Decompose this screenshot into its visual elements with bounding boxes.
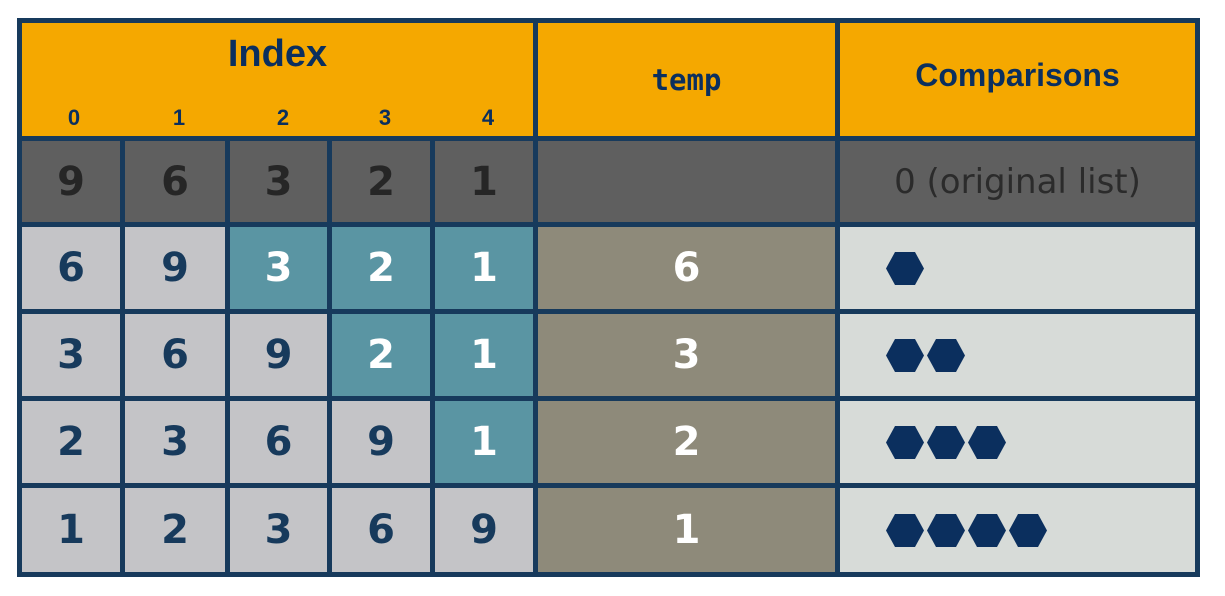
row-4-value-0: 1	[22, 488, 120, 572]
row-1-value-4: 1	[435, 227, 533, 309]
row-3-value-3: 9	[332, 401, 430, 483]
hexagon-icon	[927, 425, 965, 459]
hexagon-icon	[886, 338, 924, 372]
row-2-value-4: 1	[435, 314, 533, 396]
row-3-value-0: 2	[22, 401, 120, 483]
row-3-temp: 2	[538, 401, 835, 483]
row-4-value-3: 6	[332, 488, 430, 572]
index-label-1: 1	[172, 105, 186, 130]
row-1-value-0: 6	[22, 227, 120, 309]
row-1-value-3: 2	[332, 227, 430, 309]
hexagon-icon	[886, 425, 924, 459]
hexagon-icon	[886, 513, 924, 547]
original-value-3: 2	[332, 141, 430, 222]
row-1-value-1: 9	[125, 227, 225, 309]
index-label-2: 2	[276, 105, 290, 130]
original-value-2: 3	[230, 141, 327, 222]
original-value-1: 6	[125, 141, 225, 222]
hexagon-icon	[886, 251, 924, 285]
row-4-temp: 1	[538, 488, 835, 572]
row-2-value-0: 3	[22, 314, 120, 396]
row-3-value-1: 3	[125, 401, 225, 483]
temp-header: temp	[538, 23, 835, 136]
original-temp-cell	[538, 141, 835, 222]
row-2-temp: 3	[538, 314, 835, 396]
row-4-value-2: 3	[230, 488, 327, 572]
original-value-4: 1	[435, 141, 533, 222]
original-value-0: 9	[22, 141, 120, 222]
row-3-comparisons	[840, 401, 1195, 483]
hexagon-icon	[927, 338, 965, 372]
row-1-temp: 6	[538, 227, 835, 309]
row-1-value-2: 3	[230, 227, 327, 309]
row-2-value-1: 6	[125, 314, 225, 396]
row-2-value-3: 2	[332, 314, 430, 396]
row-4-value-1: 2	[125, 488, 225, 572]
index-label-3: 3	[378, 105, 392, 130]
index-label-0: 0	[67, 105, 81, 130]
row-1-comparisons	[840, 227, 1195, 309]
comparisons-header: Comparisons	[840, 23, 1195, 136]
row-3-value-4: 1	[435, 401, 533, 483]
row-3-value-2: 6	[230, 401, 327, 483]
hexagon-icon	[927, 513, 965, 547]
hexagon-icon	[1009, 513, 1047, 547]
index-header: Index 0 1 2 3 4	[22, 23, 533, 136]
row-4-value-4: 9	[435, 488, 533, 572]
index-label-4: 4	[481, 105, 495, 130]
index-title: Index	[227, 33, 328, 75]
original-comparisons-label: 0 (original list)	[840, 141, 1195, 222]
hexagon-icon	[968, 513, 1006, 547]
insertion-sort-table: Index 0 1 2 3 4 temp Comparisons 9 6 3 2…	[17, 18, 1200, 577]
hexagon-icon	[968, 425, 1006, 459]
row-2-value-2: 9	[230, 314, 327, 396]
row-4-comparisons	[840, 488, 1195, 572]
row-2-comparisons	[840, 314, 1195, 396]
